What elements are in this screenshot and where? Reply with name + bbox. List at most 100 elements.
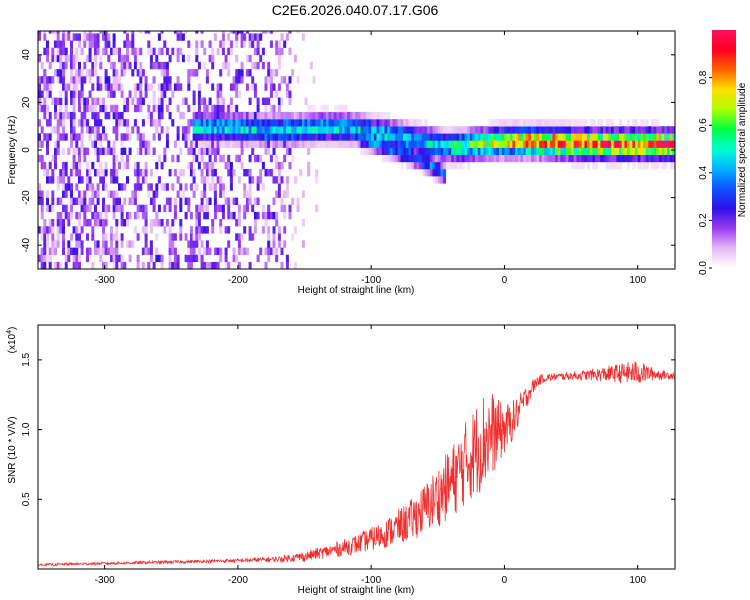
- spectrogram-cell: [229, 31, 233, 34]
- spectrogram-cell: [307, 119, 311, 127]
- spectrogram-cell: [301, 33, 305, 41]
- spectrogram-cell: [581, 161, 585, 170]
- spectrogram-cell: [253, 226, 257, 234]
- spectrogram-cell: [429, 169, 433, 177]
- spectrogram-cell: [99, 140, 103, 148]
- spectrogram-cell: [160, 47, 164, 56]
- spectrogram-cell: [253, 126, 257, 134]
- spectrogram-cell: [549, 133, 553, 141]
- spectrogram-cell: [126, 33, 129, 41]
- spectrogram-cell: [112, 204, 116, 213]
- spectrogram-cell: [195, 54, 199, 63]
- spectrogram-cell: [661, 133, 665, 141]
- spectrogram-cell: [227, 261, 231, 269]
- spectrogram-cell: [160, 111, 164, 120]
- spectrogram-cell: [667, 147, 670, 155]
- spectrogram-cell: [555, 154, 559, 163]
- spectrogram-cell: [83, 204, 87, 213]
- spectrogram-cell: [555, 147, 559, 155]
- spectrogram-cell: [267, 31, 271, 34]
- spectrogram-cell: [104, 31, 108, 34]
- spectrogram-cell: [517, 154, 521, 163]
- spectrogram-cell: [80, 176, 84, 184]
- spectrogram-cell: [179, 197, 183, 205]
- spectrogram-cell: [144, 169, 148, 177]
- spectrogram-cell: [160, 69, 164, 77]
- spectrogram-cell: [72, 104, 76, 113]
- spectrogram-cell: [54, 111, 57, 120]
- spectrogram-cell: [440, 126, 444, 134]
- spectrogram-cell: [200, 240, 204, 248]
- spectrogram-cell: [126, 47, 129, 56]
- spectrogram-cell: [277, 47, 281, 56]
- spectrogram-cell: [248, 197, 252, 205]
- spectrogram-cell: [197, 233, 201, 241]
- spectrogram-cell: [184, 254, 188, 263]
- spectrogram-cell: [576, 133, 580, 141]
- spectrogram-cell: [46, 83, 49, 91]
- spectrogram-cell: [597, 119, 601, 127]
- spectrogram-cell: [488, 119, 492, 127]
- spectrogram-cell: [78, 190, 81, 198]
- spectrogram-cell: [253, 219, 257, 227]
- spectrogram-cell: [336, 140, 340, 148]
- spectrogram-cell: [147, 104, 151, 113]
- spectrogram-cell: [54, 247, 57, 255]
- spectrogram-cell: [46, 254, 49, 263]
- spectrogram-cell: [251, 147, 255, 155]
- spectrogram-cell: [624, 133, 628, 141]
- spectrogram-cell: [224, 254, 228, 263]
- spectrogram-cell: [59, 104, 63, 113]
- spectrogram-cell: [611, 126, 614, 134]
- spectrogram-cell: [461, 140, 465, 148]
- spectrogram-cell: [56, 183, 60, 191]
- spectrogram-cell: [659, 126, 662, 134]
- spectrogram-cell: [552, 126, 556, 134]
- spectrogram-cell: [107, 90, 111, 98]
- spectrogram-cell: [195, 140, 199, 148]
- spectrogram-cell: [128, 254, 132, 263]
- spectrogram-cell: [547, 140, 551, 148]
- spectrogram-cell: [435, 126, 439, 134]
- spectrogram-cell: [275, 90, 279, 98]
- spectrogram-cell: [341, 126, 345, 134]
- spectrogram-cell: [547, 154, 551, 163]
- spectrogram-cell: [251, 140, 255, 148]
- spectrogram-cell: [62, 69, 65, 77]
- spectrogram-cell: [669, 161, 673, 170]
- spectrogram-cell: [451, 161, 455, 170]
- spectrogram-cell: [43, 240, 47, 248]
- spectrogram-cell: [120, 204, 124, 213]
- spectrogram-cell: [86, 176, 89, 184]
- spectrogram-cell: [643, 147, 646, 155]
- spectrogram-cell: [309, 111, 313, 120]
- spectrogram-cell: [283, 76, 287, 84]
- spectrogram-cell: [213, 183, 217, 191]
- spectrogram-cell: [94, 247, 97, 255]
- spectrogram-cell: [70, 133, 73, 141]
- spectrogram-cell: [387, 119, 391, 127]
- spectrogram-cell: [437, 161, 441, 170]
- spectrogram-cell: [387, 147, 391, 155]
- spectrogram-cell: [115, 169, 119, 177]
- spectrogram-cell: [371, 140, 375, 148]
- spectrogram-cell: [56, 147, 60, 155]
- spectrogram-cell: [224, 111, 228, 120]
- spectrogram-cell: [46, 90, 49, 98]
- spectrogram-cell: [637, 133, 641, 141]
- spectrogram-cell: [424, 161, 428, 170]
- spectrogram-cell: [264, 83, 268, 91]
- spectrogram-cell: [611, 119, 614, 127]
- spectrogram-cell: [547, 133, 551, 141]
- spectrogram-cell: [560, 147, 564, 155]
- spectrogram-cell: [605, 147, 609, 155]
- spectrogram-cell: [389, 154, 393, 163]
- spectrogram-cell: [640, 161, 644, 170]
- spectrogram-cell: [579, 119, 583, 127]
- spectrogram-cell: [573, 126, 577, 134]
- spectrogram-cell: [83, 211, 87, 220]
- spectrogram-cell: [288, 140, 292, 148]
- spectrogram-cell: [645, 119, 649, 127]
- spectrogram-cell: [59, 97, 63, 105]
- spectrogram-cell: [75, 226, 79, 234]
